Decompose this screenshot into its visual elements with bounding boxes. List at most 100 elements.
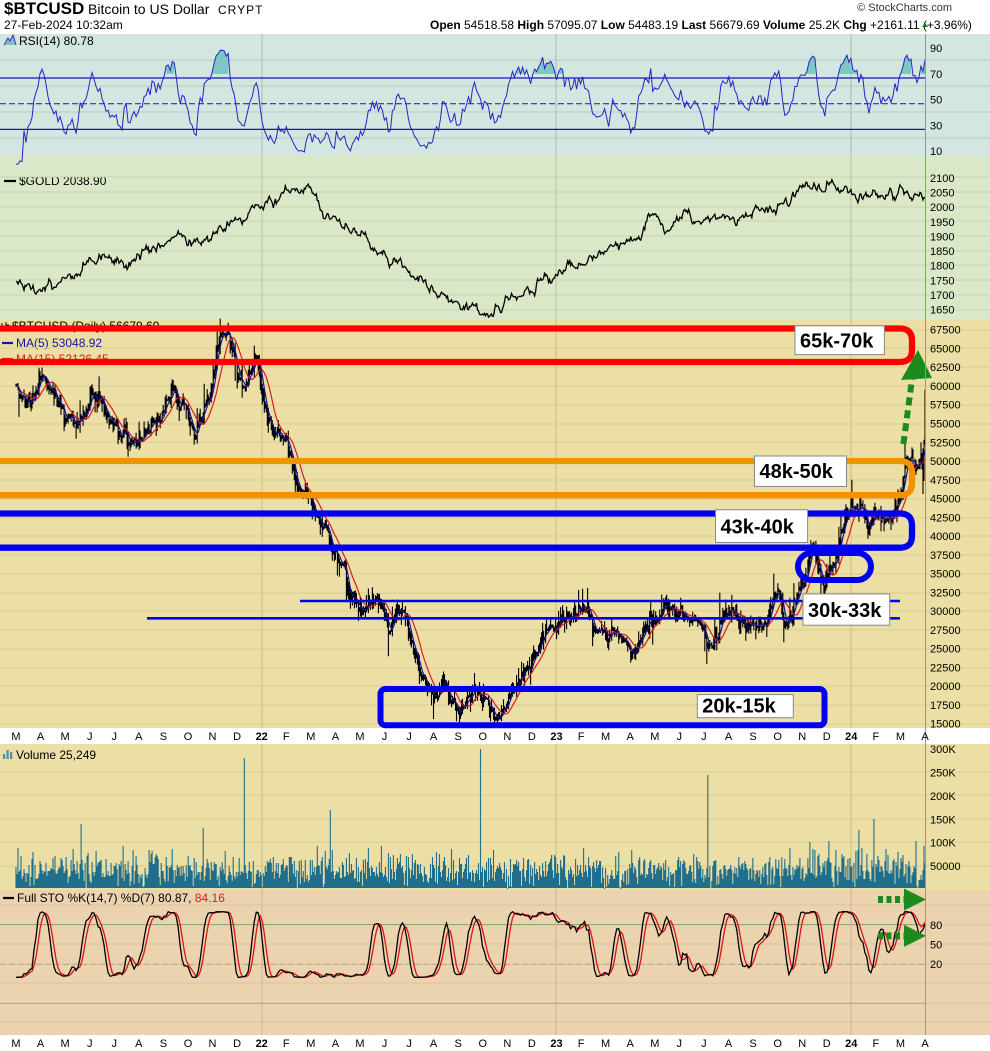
svg-text:N: N [209, 1038, 217, 1050]
svg-text:43k-40k: 43k-40k [721, 517, 795, 539]
svg-text:M: M [355, 1038, 364, 1050]
svg-text:A: A [332, 731, 340, 743]
svg-text:M: M [601, 731, 610, 743]
svg-text:N: N [798, 1038, 806, 1050]
svg-text:20: 20 [930, 959, 942, 971]
svg-text:N: N [209, 731, 217, 743]
svg-text:M: M [650, 1038, 659, 1050]
svg-text:N: N [798, 731, 806, 743]
svg-text:50: 50 [930, 940, 942, 952]
svg-text:37500: 37500 [930, 550, 961, 562]
svg-text:2100: 2100 [930, 173, 954, 185]
svg-text:$BTCUSD: $BTCUSD [4, 0, 84, 18]
svg-text:S: S [160, 1038, 167, 1050]
svg-text:A: A [135, 1038, 143, 1050]
svg-text:24: 24 [845, 1038, 858, 1050]
svg-text:A: A [430, 731, 438, 743]
svg-text:65000: 65000 [930, 344, 961, 356]
svg-text:50000: 50000 [930, 861, 961, 873]
svg-text:150K: 150K [930, 814, 956, 826]
svg-text:O: O [479, 731, 488, 743]
svg-text:M: M [355, 731, 364, 743]
svg-text:Volume 25,249: Volume 25,249 [16, 748, 96, 762]
svg-text:A: A [921, 731, 929, 743]
svg-text:J: J [406, 731, 412, 743]
svg-text:23: 23 [550, 731, 562, 743]
svg-text:A: A [135, 731, 143, 743]
svg-text:42500: 42500 [930, 512, 961, 524]
svg-text:1700: 1700 [930, 290, 954, 302]
svg-text:70: 70 [930, 69, 942, 81]
svg-text:A: A [430, 1038, 438, 1050]
svg-text:A: A [627, 731, 635, 743]
svg-text:2050: 2050 [930, 188, 954, 200]
svg-text:M: M [306, 1038, 315, 1050]
svg-text:A: A [725, 731, 733, 743]
svg-text:A: A [921, 1038, 929, 1050]
svg-text:27-Feb-2024 10:32am: 27-Feb-2024 10:32am [4, 18, 123, 32]
svg-text:RSI(14) 80.78: RSI(14) 80.78 [19, 34, 94, 48]
svg-text:47500: 47500 [930, 475, 961, 487]
svg-text:100K: 100K [930, 838, 956, 850]
svg-text:J: J [677, 731, 683, 743]
svg-text:1800: 1800 [930, 261, 954, 273]
svg-text:20000: 20000 [930, 681, 961, 693]
svg-text:15000: 15000 [930, 719, 961, 731]
svg-text:22: 22 [256, 731, 268, 743]
svg-text:1950: 1950 [930, 217, 954, 229]
svg-text:J: J [406, 1038, 412, 1050]
svg-text:17500: 17500 [930, 700, 961, 712]
svg-text:S: S [455, 731, 462, 743]
svg-text:J: J [112, 1038, 118, 1050]
svg-text:22: 22 [256, 1038, 268, 1050]
svg-text:J: J [382, 1038, 388, 1050]
svg-text:40000: 40000 [930, 531, 961, 543]
svg-text:N: N [503, 1038, 511, 1050]
svg-text:67500: 67500 [930, 325, 961, 337]
svg-text:F: F [873, 731, 880, 743]
svg-text:M: M [306, 731, 315, 743]
svg-text:M: M [61, 1038, 70, 1050]
svg-text:48k-50k: 48k-50k [760, 461, 834, 483]
svg-text:27500: 27500 [930, 625, 961, 637]
svg-text:S: S [749, 731, 756, 743]
svg-text:M: M [896, 731, 905, 743]
svg-text:30: 30 [930, 120, 942, 132]
svg-text:J: J [677, 1038, 683, 1050]
svg-text:45000: 45000 [930, 494, 961, 506]
svg-text:S: S [160, 731, 167, 743]
svg-text:M: M [11, 1038, 20, 1050]
svg-text:J: J [87, 731, 93, 743]
svg-text:F: F [283, 1038, 290, 1050]
svg-text:O: O [479, 1038, 488, 1050]
svg-text:90: 90 [930, 43, 942, 55]
svg-text:D: D [233, 1038, 241, 1050]
svg-text:60000: 60000 [930, 381, 961, 393]
svg-text:S: S [749, 1038, 756, 1050]
svg-text:55000: 55000 [930, 419, 961, 431]
svg-text:2000: 2000 [930, 202, 954, 214]
svg-text:M: M [650, 731, 659, 743]
svg-text:J: J [112, 731, 118, 743]
svg-text:O: O [773, 731, 782, 743]
svg-text:D: D [528, 1038, 536, 1050]
svg-text:1850: 1850 [930, 246, 954, 258]
svg-text:A: A [37, 1038, 45, 1050]
svg-text:F: F [578, 1038, 585, 1050]
svg-text:52500: 52500 [930, 437, 961, 449]
svg-text:F: F [578, 731, 585, 743]
svg-text:300K: 300K [930, 744, 956, 756]
svg-text:23: 23 [550, 1038, 562, 1050]
svg-text:F: F [873, 1038, 880, 1050]
svg-text:S: S [455, 1038, 462, 1050]
svg-text:O: O [773, 1038, 782, 1050]
svg-text:200K: 200K [930, 791, 956, 803]
svg-text:250K: 250K [930, 767, 956, 779]
svg-text:$GOLD 2038.90: $GOLD 2038.90 [19, 174, 107, 188]
svg-text:57500: 57500 [930, 400, 961, 412]
svg-text:M: M [11, 731, 20, 743]
svg-text:A: A [627, 1038, 635, 1050]
svg-text:A: A [332, 1038, 340, 1050]
svg-text:24: 24 [845, 731, 858, 743]
svg-text:D: D [823, 1038, 831, 1050]
